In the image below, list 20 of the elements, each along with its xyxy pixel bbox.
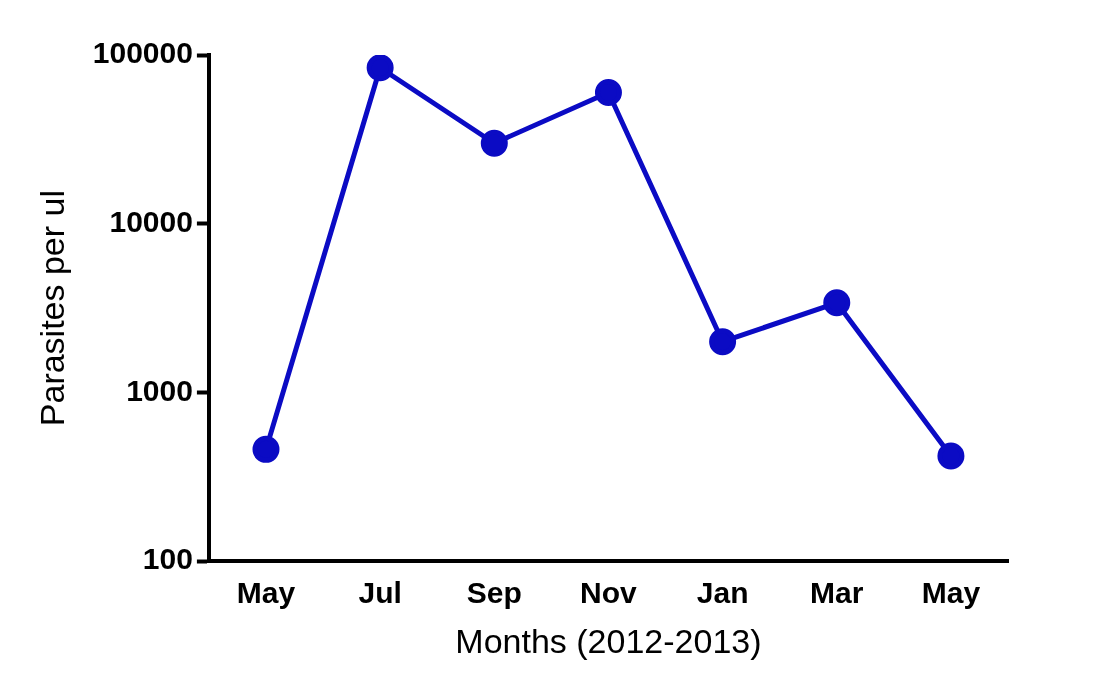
x-tick-label: Nov — [580, 576, 638, 610]
point — [937, 442, 965, 470]
x-tick-label: Sep — [466, 576, 522, 610]
point — [594, 78, 622, 106]
x-tick-label: May — [921, 576, 981, 610]
point — [823, 289, 851, 317]
y-tick-label: 10000 — [109, 205, 193, 238]
y-tick-label: 100 — [142, 542, 193, 576]
x-axis-title: Months (2012-2013) — [455, 621, 762, 660]
x-tick-label: Mar — [810, 576, 864, 610]
point — [366, 55, 394, 82]
x-tick-label: May — [236, 576, 296, 610]
x-tick-label: Jan — [696, 576, 749, 610]
point — [480, 129, 508, 157]
y-tick-label: 1000 — [126, 373, 193, 407]
y-axis-title: Parasites per ul — [32, 189, 71, 427]
point — [709, 328, 737, 356]
y-tick-label: 100000 — [92, 36, 193, 70]
x-tick-label: Jul — [358, 576, 402, 610]
point — [252, 435, 280, 463]
